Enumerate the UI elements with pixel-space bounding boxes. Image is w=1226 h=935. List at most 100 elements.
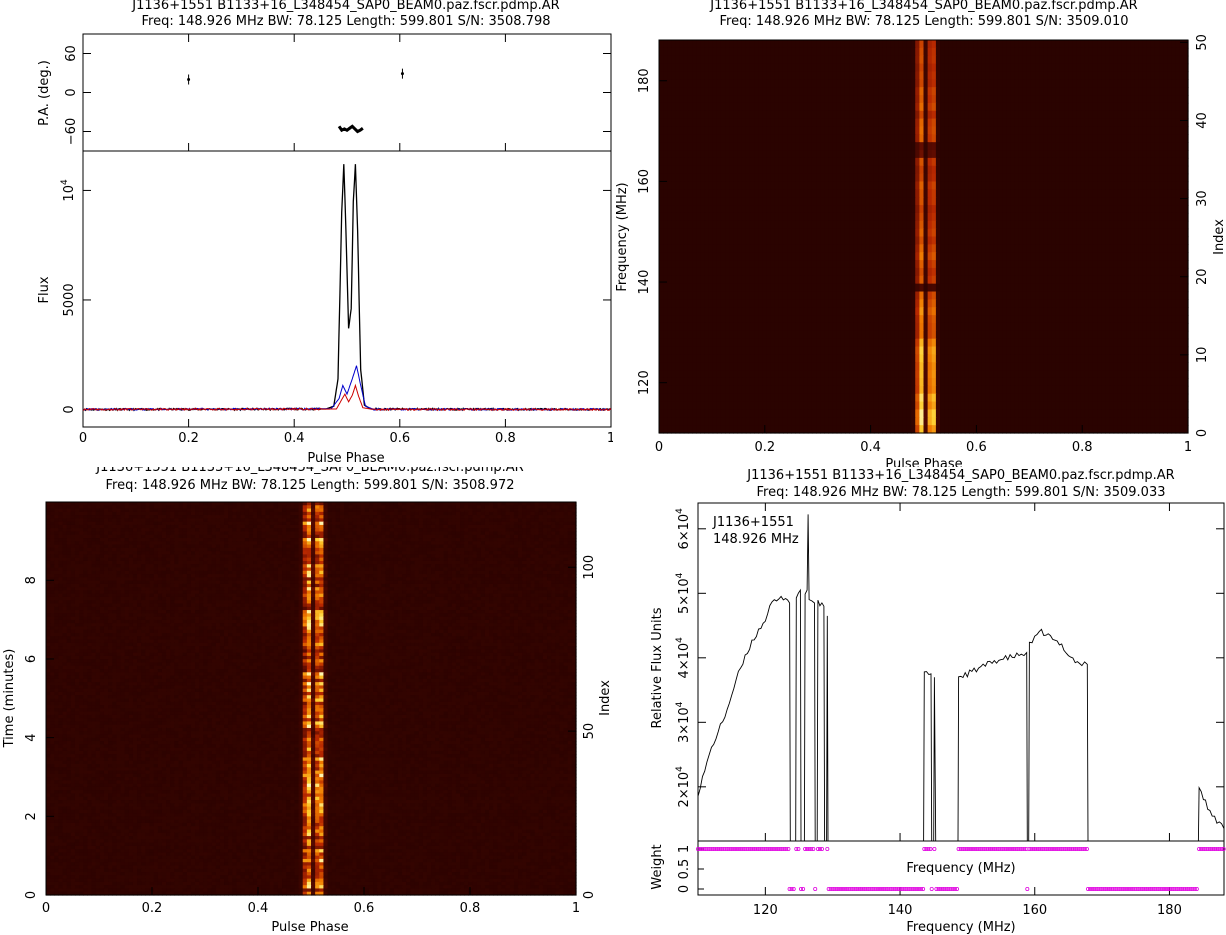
heatmap-cell xyxy=(1113,47,1119,57)
heatmap-cell xyxy=(836,236,842,245)
heatmap-cell xyxy=(1121,307,1127,316)
heatmap-cell xyxy=(857,275,863,285)
heatmap-cell xyxy=(1039,315,1044,324)
heatmap-cell xyxy=(1072,307,1078,316)
heatmap-cell xyxy=(989,40,995,49)
heatmap-cell xyxy=(873,150,879,159)
heatmap-cell xyxy=(700,134,706,143)
heatmap-cell xyxy=(873,189,879,198)
heatmap-cell xyxy=(857,157,863,167)
heatmap-cell xyxy=(708,299,714,308)
heatmap-cell xyxy=(836,338,842,348)
heatmap-cell xyxy=(807,102,813,112)
heatmap-cell xyxy=(1126,307,1131,316)
heatmap-cell xyxy=(1006,252,1011,261)
heatmap-cell xyxy=(708,63,714,73)
heatmap-cell xyxy=(853,102,858,112)
heatmap-cell xyxy=(696,47,701,57)
heatmap-cell xyxy=(667,118,672,128)
heatmap-cell xyxy=(902,291,908,300)
heatmap-cell xyxy=(803,142,809,151)
heatmap-cell xyxy=(911,291,916,300)
heatmap-cell xyxy=(687,338,693,348)
heatmap-cell xyxy=(861,55,867,65)
heatmap-cell xyxy=(902,134,908,143)
heatmap-cell xyxy=(712,126,718,135)
heatmap-cell xyxy=(853,315,858,324)
heatmap-cell xyxy=(1150,322,1156,332)
heatmap-cell xyxy=(737,307,743,316)
heatmap-cell xyxy=(712,134,718,143)
heatmap-cell xyxy=(878,47,883,57)
heatmap-cell xyxy=(931,275,937,285)
heatmap-cell xyxy=(729,126,734,135)
heatmap-cell xyxy=(807,47,813,57)
heatmap-cell xyxy=(873,244,879,253)
heatmap-cell xyxy=(882,236,887,245)
heatmap-cell xyxy=(1002,197,1007,206)
heatmap-cell xyxy=(762,181,768,190)
heatmap-cell xyxy=(782,307,788,316)
heatmap-cell xyxy=(807,189,813,198)
heatmap-cell xyxy=(1097,102,1102,112)
heatmap-cell xyxy=(915,63,920,73)
heatmap-cell xyxy=(745,181,751,190)
heatmap-cell xyxy=(1014,63,1020,73)
heatmap-cell xyxy=(964,47,970,57)
heatmap-cell xyxy=(956,236,962,245)
heatmap-cell xyxy=(1138,40,1144,49)
heatmap-cell xyxy=(840,212,846,222)
heatmap-cell xyxy=(778,252,784,261)
heatmap-cell xyxy=(720,126,726,135)
heatmap-cell xyxy=(882,291,887,300)
heatmap-cell xyxy=(1088,307,1094,316)
heatmap-cell xyxy=(948,236,954,245)
heatmap-cell xyxy=(679,244,685,253)
heatmap-cell xyxy=(1130,189,1135,198)
heatmap-cell xyxy=(816,228,821,238)
heatmap-cell xyxy=(989,283,995,293)
heatmap-cell xyxy=(720,189,726,198)
heatmap-cell xyxy=(1134,102,1139,112)
heatmap-cell xyxy=(935,283,941,293)
heatmap-cell xyxy=(799,134,805,143)
heatmap-cell xyxy=(1047,157,1053,167)
heatmap-cell xyxy=(944,181,949,190)
heatmap-cell xyxy=(844,267,850,277)
heatmap-cell xyxy=(824,322,830,332)
heatmap-cell xyxy=(1051,181,1057,190)
heatmap-cell xyxy=(1146,236,1152,245)
heatmap-cell xyxy=(1059,157,1065,167)
heatmap-cell xyxy=(1159,244,1164,253)
heatmap-cell xyxy=(671,275,677,285)
heatmap-cell xyxy=(940,220,945,230)
heatmap-cell xyxy=(1047,299,1053,308)
heatmap-cell xyxy=(679,110,685,120)
heatmap-cell xyxy=(997,47,1003,57)
heatmap-cell xyxy=(1084,260,1090,269)
heatmap-cell xyxy=(667,205,672,214)
heatmap-cell xyxy=(873,299,879,308)
heatmap-cell xyxy=(708,283,714,293)
heatmap-cell xyxy=(820,142,825,151)
heatmap-cell xyxy=(1055,87,1061,96)
heatmap-cell xyxy=(1171,267,1177,277)
heatmap-cell xyxy=(720,79,726,88)
heatmap-cell xyxy=(1064,102,1069,112)
heatmap-cell xyxy=(811,220,817,230)
heatmap-cell xyxy=(1142,79,1148,88)
heatmap-cell xyxy=(931,118,937,128)
heatmap-cell xyxy=(956,134,962,143)
heatmap-cell xyxy=(944,79,949,88)
heatmap-cell xyxy=(725,267,730,277)
heatmap-cell xyxy=(1150,102,1156,112)
heatmap-cell xyxy=(836,283,842,293)
heatmap-cell xyxy=(716,55,722,65)
heatmap-cell xyxy=(1022,220,1028,230)
heatmap-cell xyxy=(1068,157,1073,167)
heatmap-cell xyxy=(716,252,722,261)
heatmap-cell xyxy=(811,330,817,340)
heatmap-cell xyxy=(1055,244,1061,253)
heatmap-cell xyxy=(782,63,788,73)
heatmap-cell xyxy=(1076,220,1082,230)
